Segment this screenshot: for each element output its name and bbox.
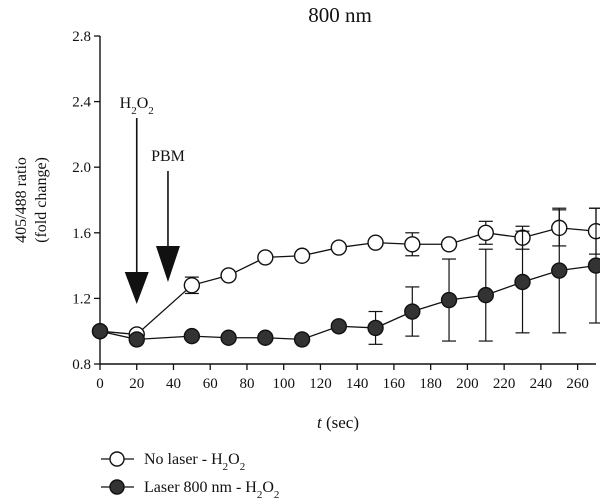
y-tick-label: 0.8 (72, 357, 91, 373)
x-tick-label: 80 (239, 376, 254, 392)
x-tick-label: 0 (96, 376, 104, 392)
y-tick-label: 2.0 (72, 160, 91, 176)
annotation-arrowhead (155, 246, 180, 282)
legend-marker (109, 479, 125, 495)
x-axis-label: t (sec) (317, 413, 359, 432)
y-tick-label: 2.4 (72, 95, 91, 111)
data-point (587, 257, 600, 274)
data-point (404, 303, 421, 320)
data-point (220, 267, 237, 284)
chart-title: 800 nm (308, 3, 372, 27)
data-point (220, 329, 237, 346)
series-layer (91, 207, 600, 348)
data-point (440, 236, 458, 253)
data-point (128, 331, 145, 348)
annotation-label: PBM (151, 148, 185, 165)
legend-label: No laser - H2O2 (144, 451, 245, 473)
data-point (587, 222, 600, 240)
x-tick-label: 120 (309, 376, 332, 392)
y-tick-label: 1.2 (72, 291, 91, 307)
x-tick-label: 220 (493, 376, 516, 392)
x-tick-label: 140 (346, 376, 369, 392)
annotation-label: H2O2 (120, 95, 154, 117)
x-tick-label: 20 (129, 376, 144, 392)
x-tick-label: 200 (456, 376, 479, 392)
x-tick-label: 160 (383, 376, 406, 392)
x-tick-label: 240 (530, 376, 553, 392)
legend-label: Laser 800 nm - H2O2 (144, 479, 279, 501)
data-point (330, 318, 348, 335)
data-point (477, 286, 494, 304)
annotation-arrowhead (124, 272, 149, 304)
data-point (514, 273, 531, 291)
x-tick-label: 260 (566, 376, 589, 392)
y-tick-label: 2.8 (72, 29, 91, 45)
x-tick-label: 180 (419, 376, 442, 392)
y-axis-label: 405/488 ratio (fold change) (13, 157, 50, 243)
y-tick-label: 1.6 (72, 226, 91, 242)
data-point (367, 319, 384, 337)
axes: 0.8 1.2 1.6 2.0 2.4 2.8 0 20 40 60 80 100 120 140 160 1… (13, 29, 596, 432)
annotations: H2O2 PBM (120, 95, 185, 304)
data-point (293, 247, 311, 264)
data-point (293, 331, 311, 348)
legend-marker (109, 451, 125, 467)
legend: No laser - H2O2 Laser 800 nm - H2O2 (101, 451, 279, 501)
x-tick-label: 40 (166, 376, 181, 392)
x-tick-label: 100 (272, 376, 295, 392)
data-point (367, 234, 384, 251)
data-point (183, 277, 201, 294)
data-point (404, 236, 421, 253)
data-point (91, 323, 109, 340)
data-point (183, 327, 201, 345)
data-point (551, 262, 568, 279)
x-tick-label: 60 (203, 376, 218, 392)
data-point (257, 329, 274, 346)
data-point (477, 224, 494, 242)
data-point (257, 249, 274, 266)
series-2 (91, 207, 600, 348)
data-point (330, 239, 348, 256)
data-point (440, 291, 458, 309)
